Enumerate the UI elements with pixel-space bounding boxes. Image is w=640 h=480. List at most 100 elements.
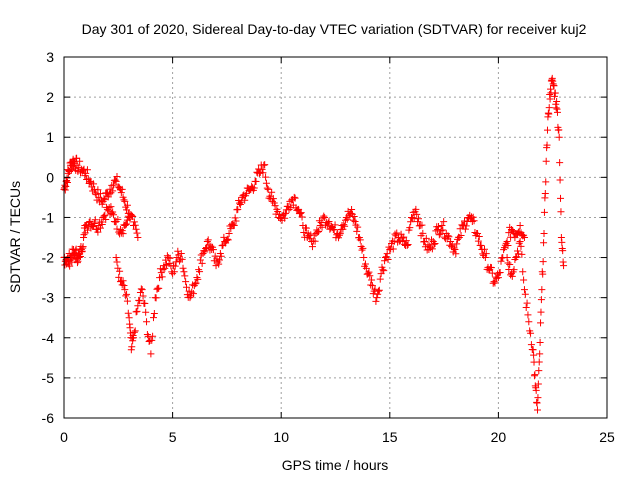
- data-point-interpolated: [122, 221, 130, 229]
- data-point-interpolated: [263, 184, 271, 192]
- data-point-interpolated: [197, 251, 205, 259]
- data-point-interpolated: [335, 231, 343, 239]
- data-point-interpolated: [90, 180, 98, 188]
- data-point-main: [143, 318, 151, 326]
- data-point-interpolated: [111, 176, 119, 184]
- data-point-interpolated: [202, 245, 210, 252]
- data-point-interpolated: [537, 296, 545, 304]
- data-point-interpolated: [94, 228, 102, 236]
- data-point-interpolated: [235, 199, 243, 207]
- data-point-interpolated: [548, 74, 556, 82]
- data-point-interpolated: [242, 192, 250, 200]
- data-point-interpolated: [533, 399, 541, 407]
- data-point-interpolated: [170, 268, 178, 276]
- data-point-interpolated: [162, 256, 170, 264]
- data-point-interpolated: [259, 169, 267, 177]
- data-point-interpolated: [558, 238, 566, 246]
- data-point-interpolated: [161, 264, 169, 272]
- data-point-interpolated: [523, 299, 531, 307]
- data-point-interpolated: [450, 244, 458, 252]
- data-point-interpolated: [340, 221, 348, 229]
- data-point-interpolated: [118, 185, 126, 193]
- data-point-interpolated: [559, 247, 567, 255]
- data-point-interpolated: [314, 228, 322, 236]
- data-point-interpolated: [117, 189, 125, 197]
- data-point-interpolated: [114, 215, 122, 223]
- data-point-right-band: [536, 350, 544, 358]
- data-point-interpolated: [482, 250, 490, 258]
- data-point-interpolated: [159, 266, 167, 274]
- data-point-interpolated: [434, 223, 442, 231]
- data-point-interpolated: [77, 253, 85, 261]
- data-point-main: [112, 254, 120, 262]
- data-point-interpolated: [166, 254, 174, 262]
- data-point-interpolated: [556, 159, 564, 167]
- data-point-interpolated: [142, 308, 150, 316]
- data-point-interpolated: [175, 251, 183, 259]
- data-point-interpolated: [385, 243, 393, 251]
- data-point-interpolated: [196, 268, 204, 276]
- data-point-interpolated: [341, 216, 349, 224]
- data-point-interpolated: [91, 216, 99, 224]
- data-point-interpolated: [171, 262, 179, 270]
- data-point-interpolated: [241, 196, 249, 204]
- data-point-interpolated: [114, 264, 122, 272]
- data-point-main: [360, 254, 368, 262]
- data-point-interpolated: [520, 231, 528, 239]
- data-point-interpolated: [552, 104, 560, 112]
- data-point-interpolated: [514, 250, 522, 258]
- data-point-interpolated: [551, 89, 559, 97]
- x-tick-label: 20: [491, 429, 507, 445]
- data-point-interpolated: [300, 229, 308, 237]
- data-point-interpolated: [183, 283, 191, 291]
- y-tick-label: 0: [46, 169, 54, 185]
- data-point-interpolated: [362, 264, 370, 272]
- x-tick-label: 25: [599, 429, 615, 445]
- data-point-interpolated: [480, 245, 488, 253]
- x-tick-label: 10: [273, 429, 289, 445]
- data-point-interpolated: [298, 213, 306, 221]
- data-point-interpolated: [324, 219, 332, 227]
- data-point-interpolated: [315, 228, 323, 236]
- data-point-interpolated: [115, 273, 123, 281]
- data-point-interpolated: [388, 237, 396, 245]
- data-point-interpolated: [518, 250, 526, 258]
- data-point-interpolated: [152, 294, 160, 302]
- data-point-interpolated: [534, 380, 542, 388]
- data-point-interpolated: [555, 126, 563, 134]
- data-point-interpolated: [407, 218, 415, 226]
- data-point-interpolated: [557, 208, 565, 216]
- data-point-interpolated: [491, 279, 499, 287]
- data-point-right-band: [540, 229, 548, 237]
- data-point-interpolated: [517, 242, 525, 250]
- data-point-interpolated: [105, 204, 113, 212]
- data-point-interpolated: [261, 161, 269, 169]
- data-point-interpolated: [404, 241, 412, 249]
- data-point-interpolated: [280, 210, 288, 218]
- data-point-interpolated: [353, 227, 361, 235]
- data-point-interpolated: [383, 250, 391, 258]
- data-point-interpolated: [372, 297, 380, 305]
- data-point-interpolated: [521, 290, 529, 298]
- data-point-interpolated: [543, 126, 551, 134]
- data-point-interpolated: [440, 218, 448, 226]
- y-axis-label: SDTVAR / TECUs: [7, 181, 23, 293]
- data-point-main: [321, 213, 329, 221]
- data-point-interpolated: [110, 211, 118, 219]
- data-point-interpolated: [514, 247, 522, 255]
- data-point-right-band: [533, 406, 541, 414]
- data-point-interpolated: [123, 297, 131, 305]
- data-point-interpolated: [506, 261, 514, 269]
- data-point-interpolated: [129, 332, 137, 340]
- data-point-interpolated: [92, 191, 100, 199]
- data-point-interpolated: [461, 225, 469, 233]
- data-point-interpolated: [240, 191, 248, 199]
- data-point-interpolated: [105, 190, 113, 198]
- data-point-interpolated: [204, 236, 212, 244]
- data-point-interpolated: [262, 179, 270, 187]
- data-point-interpolated: [371, 285, 379, 293]
- data-point-interpolated: [414, 215, 422, 223]
- data-point-interpolated: [487, 264, 495, 272]
- data-point-interpolated: [550, 92, 558, 100]
